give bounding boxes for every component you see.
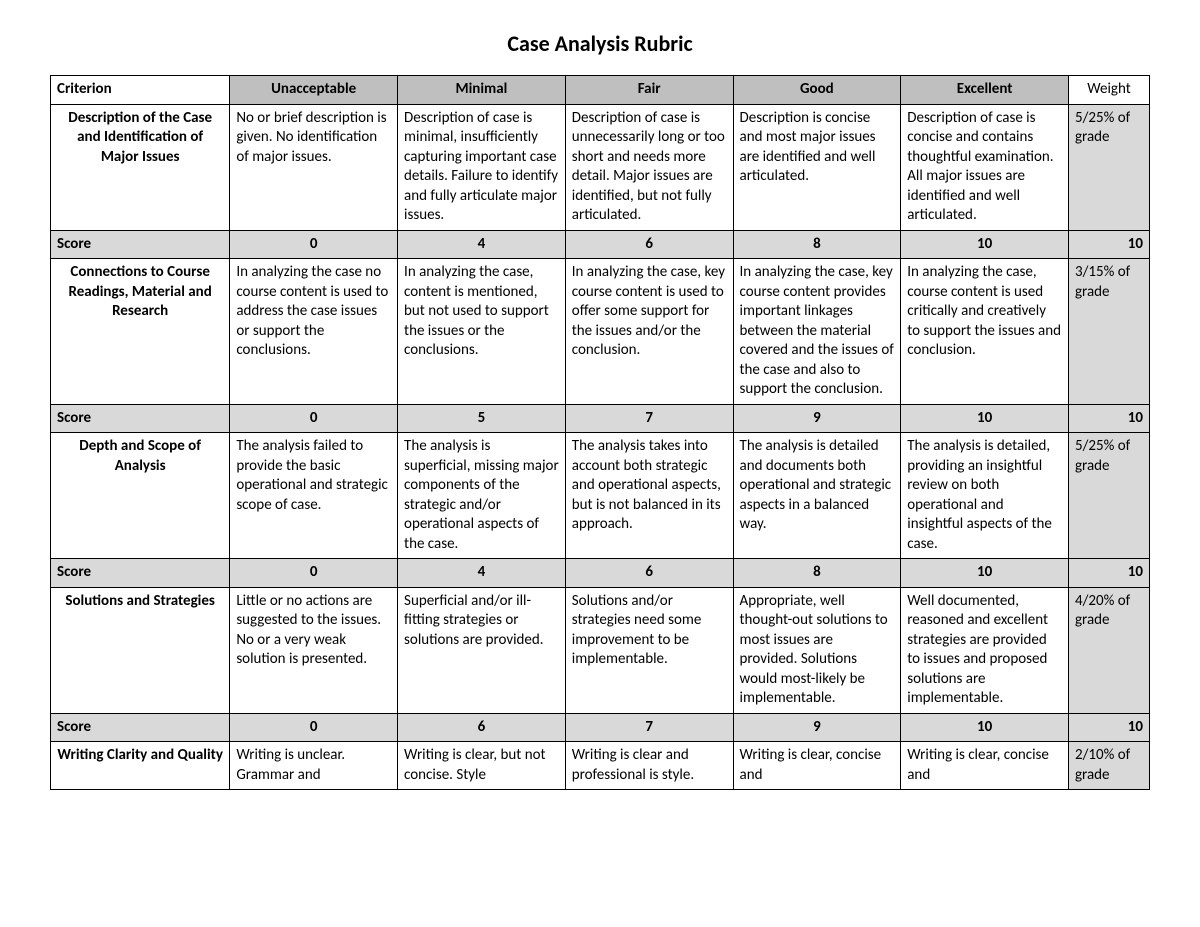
- level-cell: Description is concise and most major is…: [733, 104, 901, 230]
- page-title: Case Analysis Rubric: [50, 30, 1150, 57]
- score-value: 6: [398, 713, 566, 742]
- score-value: 10: [901, 404, 1069, 433]
- score-value: 9: [733, 404, 901, 433]
- score-value: 0: [230, 230, 398, 259]
- level-cell: Writing is clear, concise and: [901, 742, 1069, 790]
- level-cell: In analyzing the case, key course conten…: [565, 259, 733, 405]
- level-cell: Writing is unclear. Grammar and: [230, 742, 398, 790]
- header-level: Excellent: [901, 76, 1069, 105]
- score-value: 9: [733, 713, 901, 742]
- weight-cell: 5/25% of grade: [1068, 104, 1149, 230]
- criterion-row: Connections to Course Readings, Material…: [51, 259, 1150, 405]
- level-cell: In analyzing the case, content is mentio…: [398, 259, 566, 405]
- score-label: Score: [51, 230, 230, 259]
- score-value: 7: [565, 404, 733, 433]
- level-cell: Well documented, reasoned and excellent …: [901, 587, 1069, 713]
- score-value: 8: [733, 230, 901, 259]
- criterion-name: Description of the Case and Identificati…: [51, 104, 230, 230]
- level-cell: Writing is clear and professional is sty…: [565, 742, 733, 790]
- level-cell: No or brief description is given. No ide…: [230, 104, 398, 230]
- score-value: 4: [398, 559, 566, 588]
- score-total: 10: [1068, 559, 1149, 588]
- score-value: 0: [230, 713, 398, 742]
- score-row: Score04681010: [51, 230, 1150, 259]
- score-total: 10: [1068, 713, 1149, 742]
- level-cell: The analysis is detailed, providing an i…: [901, 433, 1069, 559]
- level-cell: Description of case is concise and conta…: [901, 104, 1069, 230]
- weight-cell: 4/20% of grade: [1068, 587, 1149, 713]
- header-weight: Weight: [1068, 76, 1149, 105]
- level-cell: In analyzing the case no course content …: [230, 259, 398, 405]
- header-row: CriterionUnacceptableMinimalFairGoodExce…: [51, 76, 1150, 105]
- score-value: 7: [565, 713, 733, 742]
- score-label: Score: [51, 404, 230, 433]
- score-value: 4: [398, 230, 566, 259]
- level-cell: In analyzing the case, course content is…: [901, 259, 1069, 405]
- level-cell: Writing is clear, but not concise. Style: [398, 742, 566, 790]
- level-cell: Description of case is unnecessarily lon…: [565, 104, 733, 230]
- level-cell: Writing is clear, concise and: [733, 742, 901, 790]
- score-value: 5: [398, 404, 566, 433]
- score-value: 6: [565, 230, 733, 259]
- score-value: 0: [230, 404, 398, 433]
- score-row: Score04681010: [51, 559, 1150, 588]
- rubric-table: CriterionUnacceptableMinimalFairGoodExce…: [50, 75, 1150, 790]
- score-row: Score06791010: [51, 713, 1150, 742]
- level-cell: The analysis takes into account both str…: [565, 433, 733, 559]
- level-cell: Appropriate, well thought-out solutions …: [733, 587, 901, 713]
- score-value: 6: [565, 559, 733, 588]
- criterion-row: Description of the Case and Identificati…: [51, 104, 1150, 230]
- header-level: Minimal: [398, 76, 566, 105]
- header-level: Good: [733, 76, 901, 105]
- score-label: Score: [51, 713, 230, 742]
- level-cell: In analyzing the case, key course conten…: [733, 259, 901, 405]
- score-value: 8: [733, 559, 901, 588]
- level-cell: Superficial and/or ill-fitting strategie…: [398, 587, 566, 713]
- criterion-name: Writing Clarity and Quality: [51, 742, 230, 790]
- score-value: 10: [901, 230, 1069, 259]
- score-total: 10: [1068, 404, 1149, 433]
- score-value: 0: [230, 559, 398, 588]
- level-cell: The analysis is detailed and documents b…: [733, 433, 901, 559]
- score-row: Score05791010: [51, 404, 1150, 433]
- weight-cell: 5/25% of grade: [1068, 433, 1149, 559]
- score-value: 10: [901, 713, 1069, 742]
- level-cell: The analysis is superficial, missing maj…: [398, 433, 566, 559]
- level-cell: The analysis failed to provide the basic…: [230, 433, 398, 559]
- header-level: Unacceptable: [230, 76, 398, 105]
- score-label: Score: [51, 559, 230, 588]
- level-cell: Description of case is minimal, insuffic…: [398, 104, 566, 230]
- criterion-row: Writing Clarity and QualityWriting is un…: [51, 742, 1150, 790]
- level-cell: Solutions and/or strategies need some im…: [565, 587, 733, 713]
- header-criterion: Criterion: [51, 76, 230, 105]
- criterion-name: Connections to Course Readings, Material…: [51, 259, 230, 405]
- weight-cell: 3/15% of grade: [1068, 259, 1149, 405]
- criterion-name: Depth and Scope of Analysis: [51, 433, 230, 559]
- criterion-row: Depth and Scope of AnalysisThe analysis …: [51, 433, 1150, 559]
- header-level: Fair: [565, 76, 733, 105]
- score-value: 10: [901, 559, 1069, 588]
- criterion-row: Solutions and StrategiesLittle or no act…: [51, 587, 1150, 713]
- criterion-name: Solutions and Strategies: [51, 587, 230, 713]
- score-total: 10: [1068, 230, 1149, 259]
- weight-cell: 2/10% of grade: [1068, 742, 1149, 790]
- level-cell: Little or no actions are suggested to th…: [230, 587, 398, 713]
